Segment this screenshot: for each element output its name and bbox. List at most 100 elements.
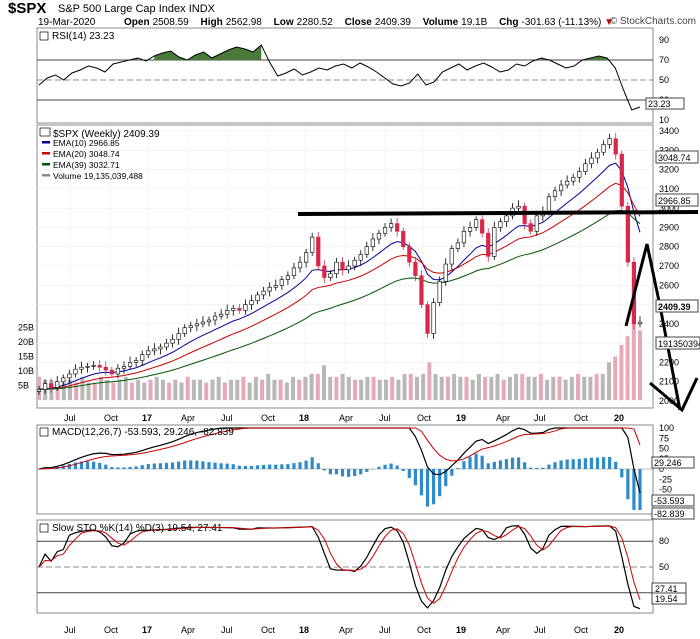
x-tick-label-bottom: 18 [299, 625, 309, 635]
macd-histogram-bar [413, 469, 417, 486]
volume-tick-label: 25B [18, 323, 34, 333]
legend-swatch [42, 152, 50, 155]
candle-body [389, 223, 394, 228]
legend-swatch [42, 141, 50, 144]
macd-legend-icon [39, 427, 49, 437]
candle-body [571, 176, 576, 182]
x-tick-label: Apr [181, 413, 195, 423]
candle-body [91, 365, 96, 367]
x-tick-label: 20 [614, 413, 624, 423]
close-value: 2409.39 [374, 17, 411, 28]
volume-bar [594, 373, 599, 400]
volume-bar [607, 362, 612, 400]
macd-histogram-bar [595, 457, 600, 469]
low-label: Low [273, 17, 294, 28]
candle-body [261, 290, 266, 296]
x-tick-label: Oct [261, 413, 276, 423]
volume-bar [160, 379, 165, 400]
volume-bar [402, 373, 407, 400]
volume-bar [458, 376, 463, 400]
volume-tick-label: 10B [18, 366, 34, 376]
sto-tick-label: 50 [659, 562, 669, 572]
volume-bar [613, 356, 618, 400]
volume-bar [340, 373, 345, 400]
volume-bar [291, 376, 296, 400]
rsi-panel [36, 27, 654, 124]
volume-bar [600, 373, 605, 400]
horizontal-resistance-line [297, 210, 699, 216]
macd-histogram-bar [231, 464, 235, 469]
macd-histogram-bar [608, 456, 612, 469]
macd-histogram-bar [152, 463, 156, 469]
candle-body [601, 144, 606, 153]
macd-histogram-bar [626, 469, 630, 500]
macd-histogram-bar [638, 469, 642, 510]
volume-bar [303, 376, 308, 400]
volume-bar [433, 373, 438, 400]
candle-body [61, 377, 66, 383]
candle-body [140, 354, 145, 361]
macd-chart [37, 427, 642, 510]
volume-bar [526, 376, 531, 400]
candle-body [607, 138, 612, 145]
macd-panel [36, 424, 654, 515]
candle-body [419, 275, 424, 305]
volume-bar [74, 382, 79, 400]
volume-bar [142, 382, 147, 400]
macd-histogram-bar [632, 469, 636, 510]
volume-bar [538, 373, 543, 400]
volume-bar [619, 344, 624, 400]
volume-bar [464, 376, 469, 400]
macd-histogram-bar [450, 469, 454, 476]
price-value-tag: 2966.85 [658, 196, 691, 206]
price-tick-label: 2900 [659, 222, 679, 232]
open-label: Open [124, 17, 150, 28]
volume-bar [489, 376, 494, 400]
sto-chart [38, 525, 641, 610]
volume-bar [247, 382, 252, 400]
x-tick-label: Apr [339, 413, 353, 423]
macd-histogram-bar [79, 461, 84, 469]
volume-bar [260, 379, 265, 400]
price-value-tag-box [655, 336, 700, 350]
x-tick-label: Oct [574, 413, 589, 423]
ema39-line [38, 209, 641, 390]
price-value-tag: 2409.39 [658, 302, 691, 312]
high-value: 2562.98 [225, 17, 262, 28]
x-tick-label-bottom: Apr [181, 625, 195, 635]
candle-body [273, 284, 278, 288]
brand-watermark[interactable]: © StockCharts.com [609, 16, 696, 27]
volume-bar [383, 379, 388, 400]
x-tick-label: Apr [496, 413, 510, 423]
macd-histogram-bar [431, 469, 436, 505]
x-tick-label-bottom: Apr [339, 625, 353, 635]
candle-body [121, 365, 127, 369]
candle-body [115, 367, 121, 375]
x-tick-label: 19 [456, 413, 466, 423]
candle-body [49, 383, 54, 388]
candle-body [109, 369, 114, 375]
candle-body [613, 138, 618, 155]
volume-bar [520, 373, 525, 400]
macd-histogram-bar [146, 464, 150, 469]
candle-body [455, 242, 460, 249]
price-tick-label: 2100 [659, 377, 679, 387]
macd-histogram-bar [444, 469, 448, 487]
volume-bar [514, 373, 519, 400]
macd-histogram-bar [170, 462, 175, 469]
macd-histogram-bar [116, 467, 120, 469]
x-tick-label: Jul [64, 413, 76, 423]
macd-histogram-bar [456, 468, 460, 469]
volume-bar [154, 376, 159, 400]
macd-histogram-bar [134, 466, 138, 469]
down-triangle-icon: ▼ [604, 17, 615, 28]
price-value-tag: 19135039488 [658, 339, 700, 349]
macd-histogram-bar [353, 469, 357, 477]
macd-histogram-bar [510, 457, 515, 469]
candle-body [188, 325, 193, 329]
volume-bar [111, 382, 116, 400]
macd-histogram-bar [347, 469, 351, 477]
macd-histogram-bar [498, 460, 502, 469]
macd-histogram-bar [359, 469, 363, 475]
